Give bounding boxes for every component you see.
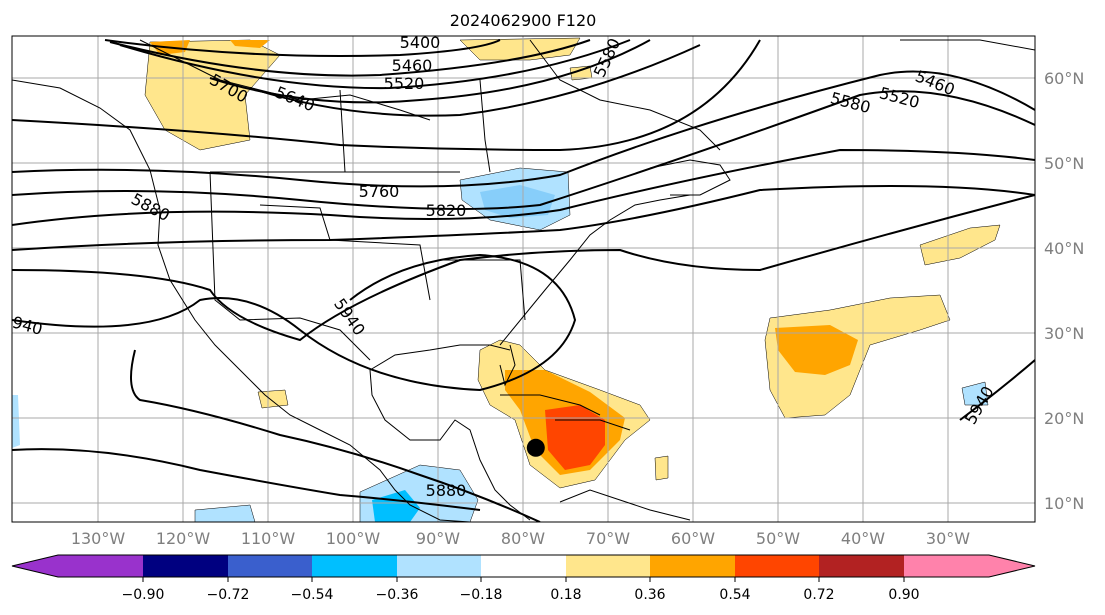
- colorbar-min-extension: [12, 555, 58, 577]
- lat-label: 50°N: [1044, 154, 1084, 173]
- colorbar-tick-label: 0.36: [634, 587, 665, 603]
- colorbar-swatch: [650, 555, 735, 577]
- negative-anomaly-fill: [12, 167, 989, 522]
- lon-label: 30°W: [926, 529, 970, 548]
- colorbar-tick-label: 0.90: [888, 587, 919, 603]
- colorbar-swatch: [397, 555, 481, 577]
- lon-label: 120°W: [156, 529, 211, 548]
- colorbar-tick-label: −0.72: [207, 587, 250, 603]
- lat-label: 20°N: [1044, 409, 1084, 428]
- colorbar-swatch: [228, 555, 312, 577]
- graticule: [12, 36, 1035, 522]
- lat-label: 10°N: [1044, 494, 1084, 513]
- colorbar-tick-label: 0.72: [803, 587, 834, 603]
- latitude-labels: 60°N 50°N 40°N 30°N 20°N 10°N: [1044, 69, 1084, 513]
- contour-label: 5820: [426, 201, 467, 220]
- colorbar-swatch: [735, 555, 819, 577]
- colorbar-tick-label: 0.54: [719, 587, 750, 603]
- colorbar-swatch: [143, 555, 228, 577]
- colorbar-swatch: [58, 555, 143, 577]
- colorbar-swatch: [904, 555, 989, 577]
- lon-label: 50°W: [756, 529, 800, 548]
- contour-label: 5400: [400, 33, 441, 52]
- lat-label: 40°N: [1044, 239, 1084, 258]
- lat-label: 60°N: [1044, 69, 1084, 88]
- lon-label: 70°W: [586, 529, 630, 548]
- map-area: 5400 5460 5520 5580 5640 5700 5760 5820 …: [12, 33, 1035, 522]
- contour-label: 5760: [359, 182, 400, 201]
- contour-label: 5880: [426, 481, 467, 500]
- coastlines: [12, 39, 1035, 522]
- colorbar-max-extension: [989, 555, 1035, 577]
- lon-label: 60°W: [671, 529, 715, 548]
- positive-anomaly-fill: [144, 37, 1001, 489]
- lat-label: 30°N: [1044, 324, 1084, 343]
- map-frame: [11, 35, 1036, 523]
- lon-label: 40°W: [841, 529, 885, 548]
- lon-label: 130°W: [71, 529, 126, 548]
- colorbar-tick-label: −0.18: [460, 587, 503, 603]
- lon-label: 100°W: [326, 529, 381, 548]
- storm-position-marker: [526, 438, 545, 457]
- contour-label: 5460: [392, 56, 433, 75]
- colorbar-swatch: [819, 555, 904, 577]
- lon-label: 110°W: [241, 529, 296, 548]
- colorbar-swatch: [312, 555, 397, 577]
- colorbar-tick-label: −0.90: [122, 587, 165, 603]
- colorbar: −0.90 −0.72 −0.54 −0.36 −0.18 0.18 0.36 …: [11, 554, 1036, 603]
- map-title: 2024062900 F120: [450, 11, 597, 30]
- height-contours: [12, 39, 1035, 522]
- colorbar-swatch: [481, 555, 566, 577]
- longitude-labels: 130°W 120°W 110°W 100°W 90°W 80°W 70°W 6…: [71, 529, 970, 548]
- contour-label: 5520: [384, 74, 425, 93]
- colorbar-tick-label: 0.18: [550, 587, 581, 603]
- lon-label: 90°W: [416, 529, 460, 548]
- colorbar-tick-label: −0.54: [291, 587, 334, 603]
- lon-label: 80°W: [501, 529, 545, 548]
- colorbar-tick-label: −0.36: [376, 587, 419, 603]
- colorbar-swatch: [566, 555, 650, 577]
